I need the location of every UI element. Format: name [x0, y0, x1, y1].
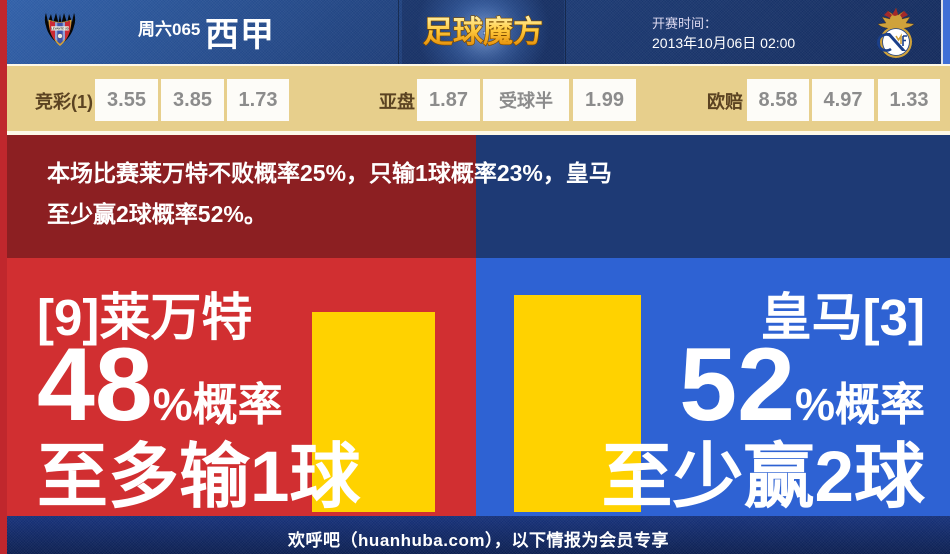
svg-text:足球魔方: 足球魔方	[423, 15, 543, 49]
svg-text:LEVANTE UD: LEVANTE UD	[51, 27, 69, 31]
